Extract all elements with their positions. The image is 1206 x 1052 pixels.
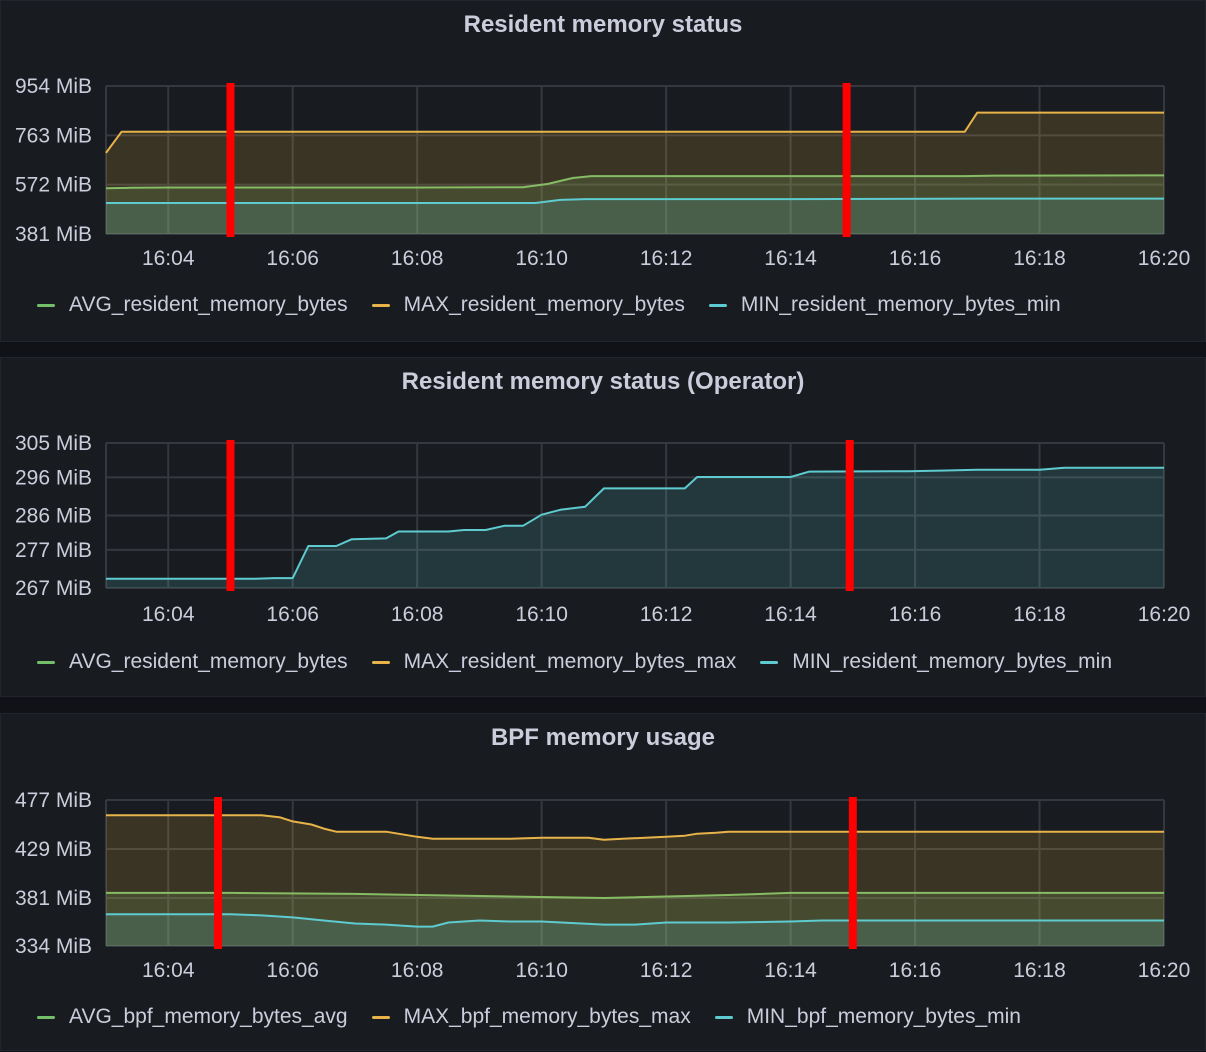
chart-title: Resident memory status: [463, 11, 743, 38]
x-tick-label: 16:20: [1138, 247, 1191, 270]
x-tick-label: 16:10: [515, 959, 568, 982]
y-tick-label: 763 MiB: [15, 124, 92, 147]
chart-legend: AVG_bpf_memory_bytes_avg MAX_bpf_memory_…: [37, 1005, 1045, 1029]
x-tick-label: 16:12: [640, 247, 693, 270]
legend-label: MIN_bpf_memory_bytes_min: [746, 1005, 1021, 1028]
legend-label: AVG_resident_memory_bytes: [69, 293, 348, 316]
legend-swatch-avg: [37, 1015, 55, 1019]
legend-swatch-avg: [37, 660, 55, 664]
legend-item[interactable]: AVG_bpf_memory_bytes_avg: [37, 1005, 348, 1029]
series-area: [106, 198, 1164, 234]
x-tick-label: 16:14: [764, 959, 817, 982]
series-line: [106, 197, 1164, 204]
x-tick-label: 16:06: [266, 247, 319, 270]
x-tick-label: 16:18: [1013, 959, 1066, 982]
legend-item[interactable]: AVG_resident_memory_bytes: [37, 650, 348, 674]
series-line: [106, 913, 1164, 928]
x-tick-label: 16:08: [391, 959, 444, 982]
legend-label: MIN_resident_memory_bytes_min: [792, 650, 1113, 673]
x-tick-label: 16:12: [640, 959, 693, 982]
red-marker-line: [845, 440, 854, 591]
red-marker-line: [214, 797, 223, 949]
chart-legend: AVG_resident_memory_bytes MAX_resident_m…: [37, 650, 1136, 674]
y-tick-label: 381 MiB: [15, 887, 92, 910]
legend-swatch-max: [371, 303, 390, 307]
red-marker-line: [842, 83, 851, 237]
y-tick-label: 286 MiB: [15, 505, 92, 528]
series-line: [106, 814, 1164, 841]
y-tick-label: 429 MiB: [15, 838, 92, 861]
x-tick-label: 16:06: [266, 603, 319, 626]
legend-item[interactable]: MIN_resident_memory_bytes_min: [708, 293, 1061, 317]
x-tick-label: 16:20: [1138, 603, 1191, 626]
chart-plot-1: 305 MiB 296 MiB 286 MiB 277 MiB 267 MiB 16:04…: [15, 432, 1191, 626]
x-tick-label: 16:04: [142, 247, 195, 270]
legend-swatch-min: [714, 1015, 733, 1019]
x-tick-label: 16:12: [640, 603, 693, 626]
series-line: [105, 174, 1165, 190]
chart-plot-2: 477 MiB 429 MiB 381 MiB 334 MiB 16:04 16:06 16…: [15, 789, 1191, 982]
legend-swatch-min: [708, 303, 727, 307]
legend-item[interactable]: MAX_bpf_memory_bytes_max: [371, 1005, 691, 1029]
red-marker-line: [848, 797, 857, 949]
series-area: [106, 892, 1164, 946]
y-tick-label: 954 MiB: [15, 75, 92, 98]
series-area: [106, 914, 1164, 946]
y-tick-label: 477 MiB: [15, 789, 92, 812]
legend-label: MAX_resident_memory_bytes_max: [403, 650, 737, 673]
x-tick-label: 16:16: [889, 247, 942, 270]
series-line: [106, 466, 1164, 580]
legend-swatch-max: [371, 1015, 390, 1019]
x-tick-label: 16:04: [142, 959, 195, 982]
x-tick-label: 16:16: [889, 603, 942, 626]
legend-label: MAX_resident_memory_bytes: [403, 293, 685, 316]
chart-legend: AVG_resident_memory_bytes MAX_resident_m…: [37, 293, 1085, 317]
chart-title: BPF memory usage: [490, 724, 716, 751]
y-tick-label: 381 MiB: [15, 223, 92, 246]
red-marker-line: [226, 83, 235, 237]
x-tick-label: 16:10: [515, 247, 568, 270]
series-area: [106, 815, 1164, 946]
legend-item[interactable]: AVG_resident_memory_bytes: [37, 293, 348, 317]
x-tick-label: 16:16: [889, 959, 942, 982]
series-area: [106, 175, 1164, 234]
legend-swatch-min: [760, 660, 779, 664]
x-tick-label: 16:14: [764, 603, 817, 626]
y-tick-label: 305 MiB: [15, 432, 92, 455]
chart-plot-0: 954 MiB 763 MiB 572 MiB 381 MiB 16:04 16:06 16…: [15, 75, 1191, 270]
panel-resident-memory: Resident memory status 954 MiB 763 MiB 572…: [0, 0, 1206, 342]
x-tick-label: 16:04: [142, 603, 195, 626]
panel-resident-memory-operator: Resident memory status (Operator) 305 Mi…: [0, 357, 1206, 697]
legend-label: MIN_resident_memory_bytes_min: [740, 293, 1061, 316]
x-tick-label: 16:18: [1013, 603, 1066, 626]
chart-title: Resident memory status (Operator): [401, 368, 805, 395]
x-tick-label: 16:20: [1138, 959, 1191, 982]
legend-item[interactable]: MAX_resident_memory_bytes: [371, 293, 685, 317]
y-tick-label: 296 MiB: [15, 466, 92, 489]
x-tick-label: 16:18: [1013, 247, 1066, 270]
y-tick-label: 277 MiB: [15, 539, 92, 562]
legend-swatch-avg: [37, 303, 55, 307]
legend-swatch-max: [371, 660, 390, 664]
panel-bpf-memory: BPF memory usage 477 MiB 429 MiB 381 MiB 33…: [0, 713, 1206, 1051]
x-tick-label: 16:14: [764, 247, 817, 270]
y-tick-label: 334 MiB: [15, 935, 92, 958]
legend-label: AVG_bpf_memory_bytes_avg: [69, 1005, 348, 1028]
legend-label: MAX_bpf_memory_bytes_max: [403, 1005, 691, 1028]
x-tick-label: 16:08: [391, 247, 444, 270]
series-line: [106, 891, 1164, 899]
series-line: [105, 111, 1164, 154]
x-tick-label: 16:08: [391, 603, 444, 626]
red-marker-line: [226, 440, 235, 591]
legend-item[interactable]: MAX_resident_memory_bytes_max: [371, 650, 737, 674]
legend-item[interactable]: MIN_resident_memory_bytes_min: [760, 650, 1112, 674]
y-tick-label: 572 MiB: [15, 174, 92, 197]
legend-label: AVG_resident_memory_bytes: [69, 650, 348, 673]
series-area: [106, 467, 1164, 588]
x-tick-label: 16:06: [266, 959, 319, 982]
y-tick-label: 267 MiB: [15, 577, 92, 600]
legend-item[interactable]: MIN_bpf_memory_bytes_min: [714, 1005, 1021, 1029]
x-tick-label: 16:10: [515, 603, 568, 626]
